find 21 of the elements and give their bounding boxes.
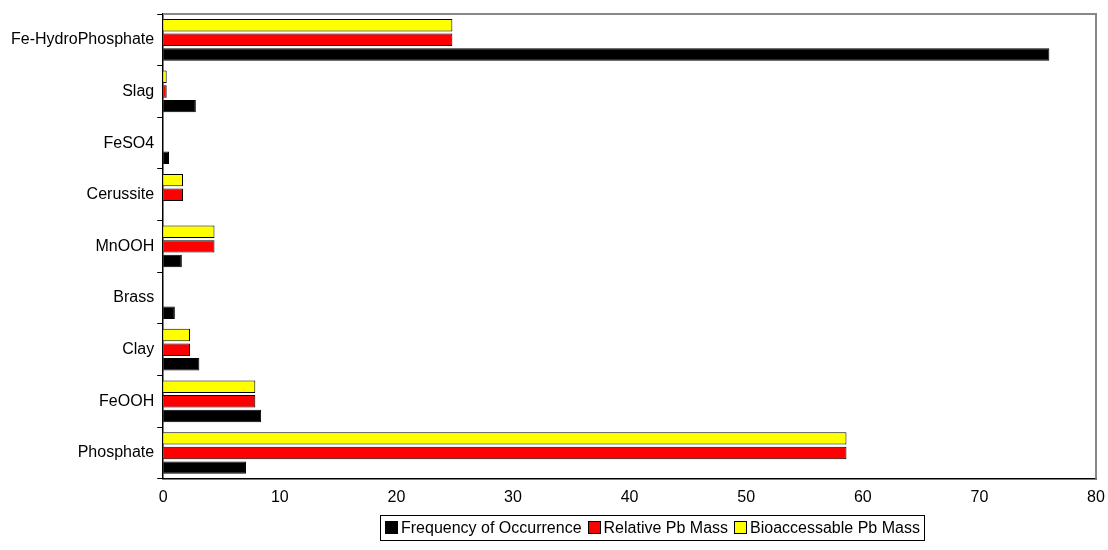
- y-tick-label: FeOOH: [99, 391, 155, 409]
- x-tick-label: 10: [270, 487, 289, 505]
- x-tick-label: 0: [158, 487, 168, 505]
- y-tick-label: Brass: [113, 288, 155, 306]
- legend-label: Bioaccessable Pb Mass: [749, 519, 920, 537]
- x-tick-label: 30: [504, 487, 522, 505]
- legend-label: Relative Pb Mass: [602, 519, 729, 537]
- x-tick-label: 80: [1087, 487, 1105, 505]
- y-tick-label: Fe-HydroPhosphate: [11, 30, 155, 48]
- legend-label: Frequency of Occurrence: [400, 519, 582, 537]
- y-tick-label: Phosphate: [77, 443, 155, 461]
- y-tick-label: MnOOH: [95, 236, 155, 254]
- x-tick-label: 70: [970, 487, 989, 505]
- x-tick-label: 50: [737, 487, 756, 505]
- y-tick-label: Cerussite: [86, 185, 155, 203]
- x-tick-label: 60: [853, 487, 872, 505]
- x-tick-label: 20: [387, 487, 406, 505]
- y-tick-label: Slag: [122, 81, 155, 99]
- x-tick-label: 40: [620, 487, 639, 505]
- y-tick-label: FeSO4: [103, 133, 155, 151]
- y-tick-label: Clay: [122, 340, 155, 358]
